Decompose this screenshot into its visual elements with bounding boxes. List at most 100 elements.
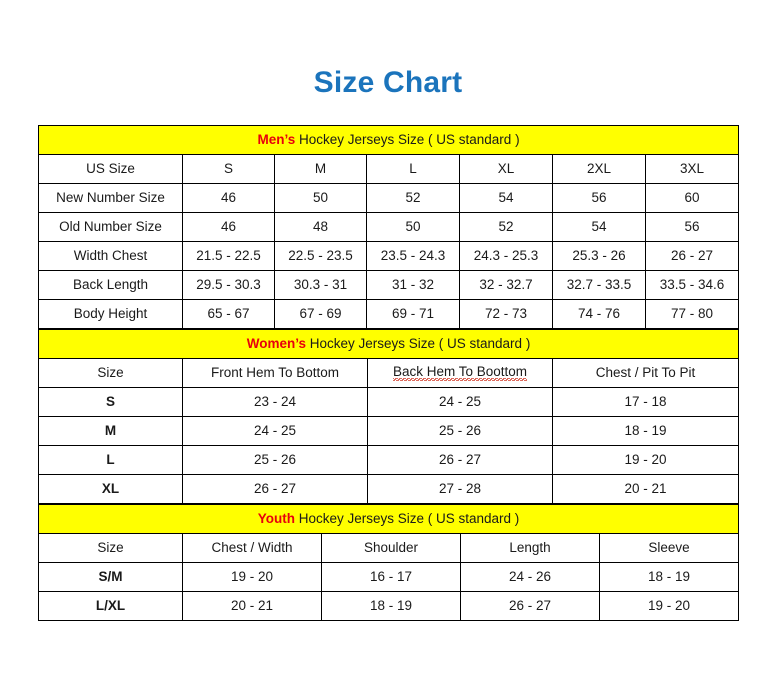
womens-row-label-2: L [38, 445, 183, 475]
mens-cell-2-3: 24.3 - 25.3 [459, 241, 553, 271]
table-row: Back Length 29.5 - 30.3 30.3 - 31 31 - 3… [38, 270, 740, 300]
womens-row-label-3: XL [38, 474, 183, 504]
mens-col-header-4: XL [459, 154, 553, 184]
womens-cell-1-2: 18 - 19 [551, 416, 740, 446]
youth-col-header-1: Chest / Width [182, 533, 322, 563]
mens-cell-4-4: 74 - 76 [552, 299, 646, 329]
womens-cell-0-2: 17 - 18 [551, 387, 740, 417]
mens-row-label-1: Old Number Size [38, 212, 183, 242]
youth-cell-0-3: 18 - 19 [599, 562, 739, 592]
youth-col-header-2: Shoulder [321, 533, 461, 563]
mens-cell-2-4: 25.3 - 26 [552, 241, 646, 271]
womens-section-banner: Women’s Hockey Jerseys Size ( US standar… [37, 329, 740, 359]
mens-cell-2-0: 21.5 - 22.5 [182, 241, 275, 271]
mens-cell-1-5: 56 [644, 212, 740, 242]
mens-cell-0-4: 56 [552, 183, 646, 213]
mens-cell-4-2: 69 - 71 [366, 299, 460, 329]
mens-cell-1-0: 46 [182, 212, 275, 242]
mens-cell-4-5: 77 - 80 [644, 299, 740, 329]
womens-cell-2-2: 19 - 20 [551, 445, 740, 475]
mens-cell-1-2: 50 [366, 212, 460, 242]
table-row: Body Height 65 - 67 67 - 69 69 - 71 72 -… [38, 299, 740, 329]
table-row: L 25 - 26 26 - 27 19 - 20 [38, 445, 740, 475]
mens-col-header-0: US Size [38, 154, 183, 184]
mens-col-header-2: M [274, 154, 367, 184]
mens-row-label-2: Width Chest [38, 241, 183, 271]
mens-cell-4-1: 67 - 69 [274, 299, 367, 329]
mens-cell-3-3: 32 - 32.7 [459, 270, 553, 300]
mens-cell-2-5: 26 - 27 [644, 241, 740, 271]
mens-cell-3-1: 30.3 - 31 [274, 270, 367, 300]
table-row: Old Number Size 46 48 50 52 54 56 [38, 212, 740, 242]
womens-banner-accent: Women’s [246, 335, 306, 351]
womens-cell-3-0: 26 - 27 [182, 474, 368, 504]
table-row: S/M 19 - 20 16 - 17 24 - 26 18 - 19 [38, 562, 739, 592]
mens-row-label-4: Body Height [38, 299, 183, 329]
youth-banner-rest: Hockey Jerseys Size ( US standard ) [294, 510, 520, 526]
youth-col-header-0: Size [38, 533, 183, 563]
youth-section-banner: Youth Hockey Jerseys Size ( US standard … [38, 504, 739, 534]
youth-column-header-row: Size Chest / Width Shoulder Length Sleev… [38, 533, 739, 563]
youth-size-table: Youth Hockey Jerseys Size ( US standard … [38, 504, 739, 621]
mens-banner-accent: Men’s [257, 131, 296, 147]
mens-cell-3-2: 31 - 32 [366, 270, 460, 300]
youth-cell-1-2: 26 - 27 [460, 591, 600, 621]
table-row: Width Chest 21.5 - 22.5 22.5 - 23.5 23.5… [38, 241, 740, 271]
mens-cell-1-1: 48 [274, 212, 367, 242]
womens-cell-3-2: 20 - 21 [551, 474, 740, 504]
mens-row-label-3: Back Length [38, 270, 183, 300]
mens-cell-0-2: 52 [366, 183, 460, 213]
mens-col-header-1: S [182, 154, 275, 184]
youth-cell-0-2: 24 - 26 [460, 562, 600, 592]
misspelled-text: Back Hem To Boottom [392, 364, 528, 381]
womens-cell-0-1: 24 - 25 [367, 387, 553, 417]
mens-cell-3-4: 32.7 - 33.5 [552, 270, 646, 300]
womens-cell-3-1: 27 - 28 [367, 474, 553, 504]
womens-row-label-1: M [38, 416, 183, 446]
womens-size-table: Women’s Hockey Jerseys Size ( US standar… [37, 329, 740, 504]
mens-cell-3-0: 29.5 - 30.3 [182, 270, 275, 300]
table-row: L/XL 20 - 21 18 - 19 26 - 27 19 - 20 [38, 591, 739, 621]
table-row: XL 26 - 27 27 - 28 20 - 21 [38, 474, 740, 504]
mens-section-banner: Men’s Hockey Jerseys Size ( US standard … [37, 125, 740, 155]
table-row: S 23 - 24 24 - 25 17 - 18 [38, 387, 740, 417]
youth-banner-accent: Youth [257, 510, 295, 526]
mens-cell-4-0: 65 - 67 [182, 299, 275, 329]
youth-cell-1-0: 20 - 21 [182, 591, 322, 621]
youth-cell-1-3: 19 - 20 [599, 591, 739, 621]
mens-cell-0-0: 46 [182, 183, 275, 213]
size-tables-container: Men’s Hockey Jerseys Size ( US standard … [37, 125, 740, 621]
womens-col-header-3: Chest / Pit To Pit [551, 358, 740, 388]
womens-column-header-row: Size Front Hem To Bottom Back Hem To Boo… [38, 358, 740, 388]
mens-cell-0-5: 60 [644, 183, 740, 213]
mens-cell-1-3: 52 [459, 212, 553, 242]
womens-cell-2-0: 25 - 26 [182, 445, 368, 475]
table-row: M 24 - 25 25 - 26 18 - 19 [38, 416, 740, 446]
mens-row-label-0: New Number Size [38, 183, 183, 213]
womens-cell-0-0: 23 - 24 [182, 387, 368, 417]
table-row: New Number Size 46 50 52 54 56 60 [38, 183, 740, 213]
mens-cell-2-2: 23.5 - 24.3 [366, 241, 460, 271]
womens-banner-rest: Hockey Jerseys Size ( US standard ) [305, 335, 531, 351]
mens-cell-4-3: 72 - 73 [459, 299, 553, 329]
womens-banner-cell: Women’s Hockey Jerseys Size ( US standar… [37, 329, 740, 359]
mens-col-header-5: 2XL [552, 154, 646, 184]
youth-row-label-0: S/M [38, 562, 183, 592]
womens-col-header-2: Back Hem To Boottom [367, 358, 553, 388]
womens-col-header-1: Front Hem To Bottom [182, 358, 368, 388]
mens-size-table: Men’s Hockey Jerseys Size ( US standard … [37, 125, 740, 329]
youth-cell-0-1: 16 - 17 [321, 562, 461, 592]
mens-cell-1-4: 54 [552, 212, 646, 242]
youth-cell-0-0: 19 - 20 [182, 562, 322, 592]
mens-banner-cell: Men’s Hockey Jerseys Size ( US standard … [37, 125, 740, 155]
mens-cell-3-5: 33.5 - 34.6 [644, 270, 740, 300]
womens-row-label-0: S [38, 387, 183, 417]
mens-cell-0-1: 50 [274, 183, 367, 213]
youth-banner-cell: Youth Hockey Jerseys Size ( US standard … [38, 504, 739, 534]
womens-col-header-0: Size [38, 358, 183, 388]
youth-col-header-4: Sleeve [599, 533, 739, 563]
mens-col-header-3: L [366, 154, 460, 184]
mens-cell-2-1: 22.5 - 23.5 [274, 241, 367, 271]
womens-cell-1-0: 24 - 25 [182, 416, 368, 446]
